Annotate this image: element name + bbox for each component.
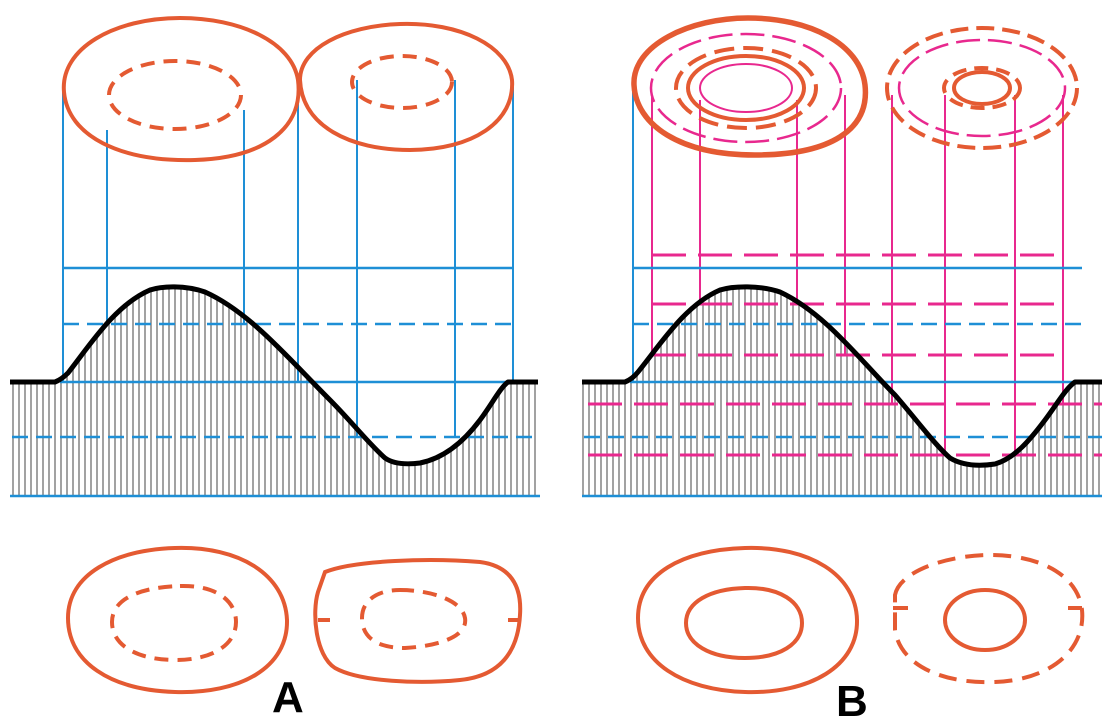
panel-b: B (582, 15, 1102, 722)
projection-verticals (62, 80, 514, 437)
panel-label-a: A (272, 673, 304, 722)
contour-map-bottom-a (65, 545, 523, 695)
contour-map-top-a (61, 15, 515, 163)
terrain-profile (10, 284, 538, 467)
terrain-profile (582, 284, 1102, 468)
contour-map-top-b (631, 15, 1079, 158)
contour-map-bottom-b (635, 545, 1085, 695)
profile-fill (10, 286, 538, 497)
projection-levels (582, 266, 1102, 498)
projection-levels (10, 266, 540, 498)
panel-label-b: B (836, 677, 868, 722)
infill-verticals (651, 95, 1064, 455)
profile-fill (582, 286, 1102, 497)
panel-a: A (10, 15, 540, 722)
